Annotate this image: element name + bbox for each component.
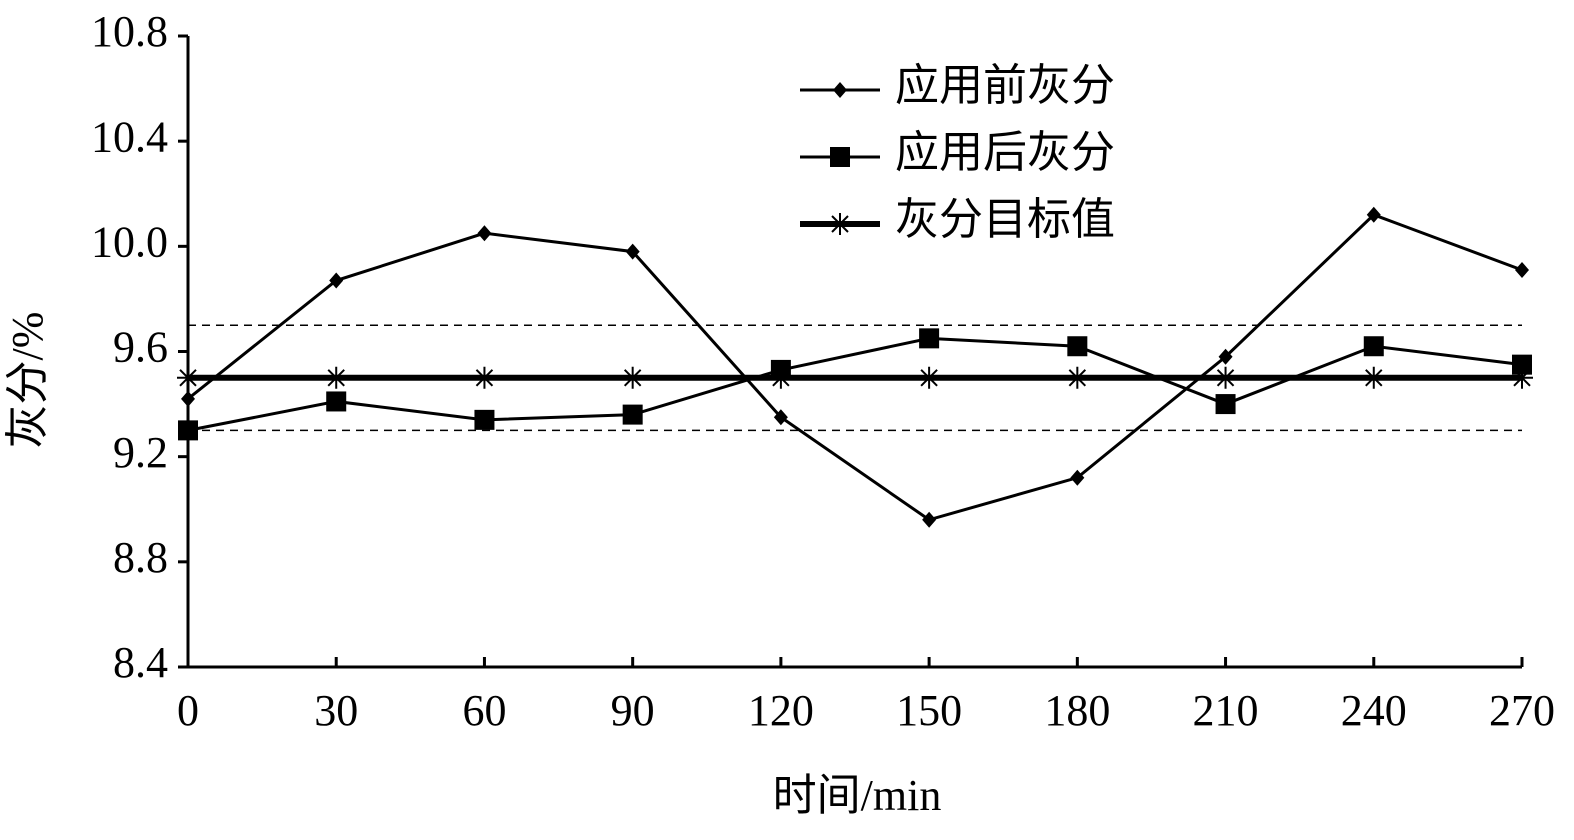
marker	[325, 366, 348, 389]
marker	[919, 328, 940, 349]
marker	[1070, 469, 1085, 486]
y-tick-label: 8.8	[113, 533, 168, 582]
x-tick-label: 210	[1193, 686, 1259, 735]
legend-marker	[829, 213, 851, 235]
y-tick-label: 10.0	[91, 217, 168, 266]
x-tick-label: 30	[314, 686, 358, 735]
marker	[477, 225, 492, 242]
x-tick-label: 60	[462, 686, 506, 735]
marker	[1214, 366, 1237, 389]
marker	[625, 243, 640, 260]
series-line	[187, 336, 1523, 432]
marker	[178, 420, 198, 441]
x-tick-label: 180	[1044, 686, 1110, 735]
x-tick-label: 120	[748, 686, 814, 735]
marker	[1363, 336, 1384, 357]
marker	[473, 366, 496, 389]
y-axis-label: 灰分/%	[3, 312, 52, 449]
x-axis-label: 时间/min	[773, 771, 942, 820]
marker	[474, 409, 495, 430]
x-tick-label: 270	[1489, 686, 1555, 735]
marker	[918, 366, 941, 389]
x-tick-label: 0	[177, 686, 199, 735]
y-tick-label: 10.8	[91, 7, 168, 56]
x-tick-label: 150	[896, 686, 962, 735]
marker	[1515, 261, 1529, 278]
marker	[1366, 206, 1381, 223]
marker	[1218, 348, 1233, 365]
marker	[922, 511, 937, 528]
y-tick-label: 9.2	[113, 428, 168, 477]
marker	[329, 272, 344, 289]
marker	[1067, 336, 1088, 357]
marker	[1511, 366, 1533, 389]
marker	[1066, 366, 1089, 389]
legend-label: 应用后灰分	[895, 128, 1115, 177]
marker	[773, 409, 788, 426]
x-tick-label: 240	[1341, 686, 1407, 735]
legend-marker	[833, 82, 847, 98]
marker	[621, 366, 644, 389]
marker	[181, 390, 195, 407]
marker	[1362, 366, 1385, 389]
y-tick-label: 8.4	[113, 638, 168, 687]
marker	[326, 391, 347, 412]
series-line	[187, 213, 1523, 522]
marker	[622, 404, 643, 425]
x-tick-label: 90	[611, 686, 655, 735]
legend-label: 灰分目标值	[895, 195, 1115, 244]
y-tick-label: 9.6	[113, 323, 168, 372]
marker	[1512, 354, 1532, 375]
marker	[1215, 394, 1236, 415]
marker	[177, 366, 199, 389]
legend-label: 应用前灰分	[895, 61, 1115, 110]
y-tick-label: 10.4	[91, 112, 168, 161]
legend-marker	[830, 147, 850, 167]
marker	[769, 366, 792, 389]
